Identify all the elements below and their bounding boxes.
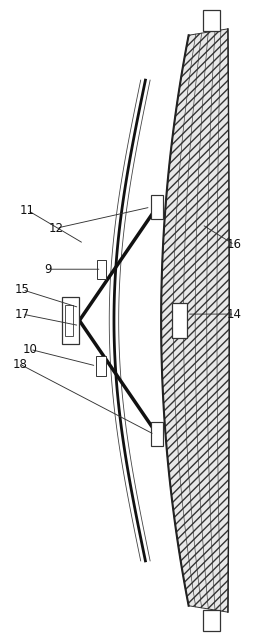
Polygon shape <box>161 29 229 612</box>
Text: 17: 17 <box>15 308 30 320</box>
Bar <box>203 10 220 31</box>
Bar <box>151 422 163 446</box>
Text: 16: 16 <box>227 238 242 251</box>
Bar <box>151 195 163 219</box>
Bar <box>62 297 79 344</box>
Bar <box>65 305 73 336</box>
Text: 18: 18 <box>12 358 27 370</box>
Bar <box>96 356 106 376</box>
Bar <box>203 610 220 631</box>
Text: 9: 9 <box>45 263 52 276</box>
Text: 10: 10 <box>23 343 37 356</box>
Text: 14: 14 <box>227 308 242 320</box>
Bar <box>172 303 187 338</box>
Text: 15: 15 <box>15 283 30 296</box>
Text: 12: 12 <box>49 222 64 235</box>
Text: 11: 11 <box>20 204 35 217</box>
Bar <box>97 260 106 279</box>
